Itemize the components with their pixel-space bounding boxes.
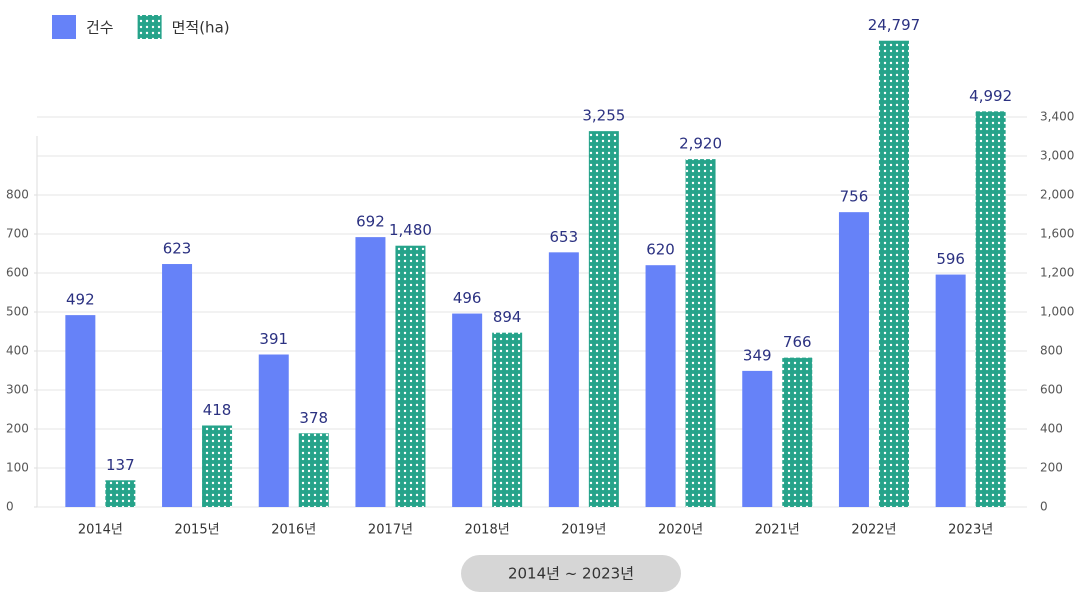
value-label: 756	[840, 188, 869, 206]
bar	[65, 315, 96, 507]
x-tick-label: 2016년	[271, 523, 316, 538]
bar	[935, 274, 966, 507]
value-label: 620	[646, 241, 675, 259]
legend-label: 면적(ha)	[172, 19, 230, 37]
x-tick-label: 2020년	[658, 523, 703, 538]
value-label: 3,255	[582, 107, 625, 125]
bar	[258, 354, 289, 507]
bar	[355, 237, 386, 507]
value-label: 596	[936, 250, 965, 268]
y2-tick-label: 1,000	[1040, 305, 1074, 319]
y-tick-label: 500	[6, 305, 29, 319]
bar	[298, 433, 329, 507]
value-label: 391	[259, 330, 288, 348]
y-tick-label: 100	[6, 461, 29, 475]
bar	[878, 40, 909, 507]
range-label: 2014년 ~ 2023년	[508, 565, 634, 583]
range-pill	[461, 555, 681, 592]
value-label: 378	[299, 409, 328, 427]
x-tick-label: 2019년	[561, 523, 606, 538]
bar	[838, 212, 869, 507]
y2-tick-label: 0	[1040, 500, 1048, 514]
bar	[645, 265, 676, 507]
value-label: 2,920	[679, 135, 722, 153]
y-tick-label: 400	[6, 344, 29, 358]
bar	[782, 357, 813, 507]
legend-swatch	[52, 15, 76, 39]
value-label: 496	[453, 289, 482, 307]
bar	[452, 313, 483, 507]
x-tick-label: 2022년	[851, 523, 896, 538]
y-tick-label: 300	[6, 383, 29, 397]
value-label: 137	[106, 456, 135, 474]
value-label: 349	[743, 346, 772, 364]
x-tick-label: 2017년	[368, 523, 413, 538]
value-label: 766	[783, 333, 812, 351]
y2-tick-label: 600	[1040, 383, 1063, 397]
y2-tick-label: 2,000	[1040, 188, 1074, 202]
x-tick-label: 2014년	[78, 523, 123, 538]
y2-tick-label: 1,600	[1040, 227, 1074, 241]
value-label: 4,992	[969, 87, 1012, 105]
bar	[975, 111, 1006, 507]
bar	[685, 159, 716, 507]
value-label: 692	[356, 213, 385, 231]
x-tick-label: 2015년	[175, 523, 220, 538]
y2-tick-label: 3,000	[1040, 149, 1074, 163]
value-label: 653	[550, 228, 579, 246]
value-label: 24,797	[868, 16, 921, 34]
y-tick-label: 700	[6, 227, 29, 241]
value-label: 623	[163, 240, 192, 258]
y2-tick-label: 400	[1040, 422, 1063, 436]
bar	[105, 480, 136, 507]
bar	[588, 131, 619, 507]
x-tick-label: 2021년	[755, 523, 800, 538]
value-label: 1,480	[389, 221, 432, 239]
y-tick-label: 200	[6, 422, 29, 436]
bar	[395, 245, 426, 507]
x-tick-label: 2023년	[948, 523, 993, 538]
y2-tick-label: 3,400	[1040, 110, 1074, 124]
value-label: 418	[203, 401, 232, 419]
y2-tick-label: 200	[1040, 461, 1063, 475]
x-tick-label: 2018년	[465, 523, 510, 538]
y2-tick-label: 800	[1040, 344, 1063, 358]
y2-tick-label: 1,200	[1040, 266, 1074, 280]
bar	[202, 425, 233, 507]
legend-swatch	[137, 15, 162, 39]
legend-label: 건수	[86, 19, 114, 37]
y-tick-label: 800	[6, 188, 29, 202]
y-tick-label: 600	[6, 266, 29, 280]
value-label: 894	[493, 308, 522, 326]
value-label: 492	[66, 291, 95, 309]
bar	[742, 370, 773, 507]
bar	[548, 252, 579, 507]
y-tick-label: 0	[6, 500, 14, 514]
bar	[492, 332, 523, 507]
bar	[162, 264, 193, 507]
